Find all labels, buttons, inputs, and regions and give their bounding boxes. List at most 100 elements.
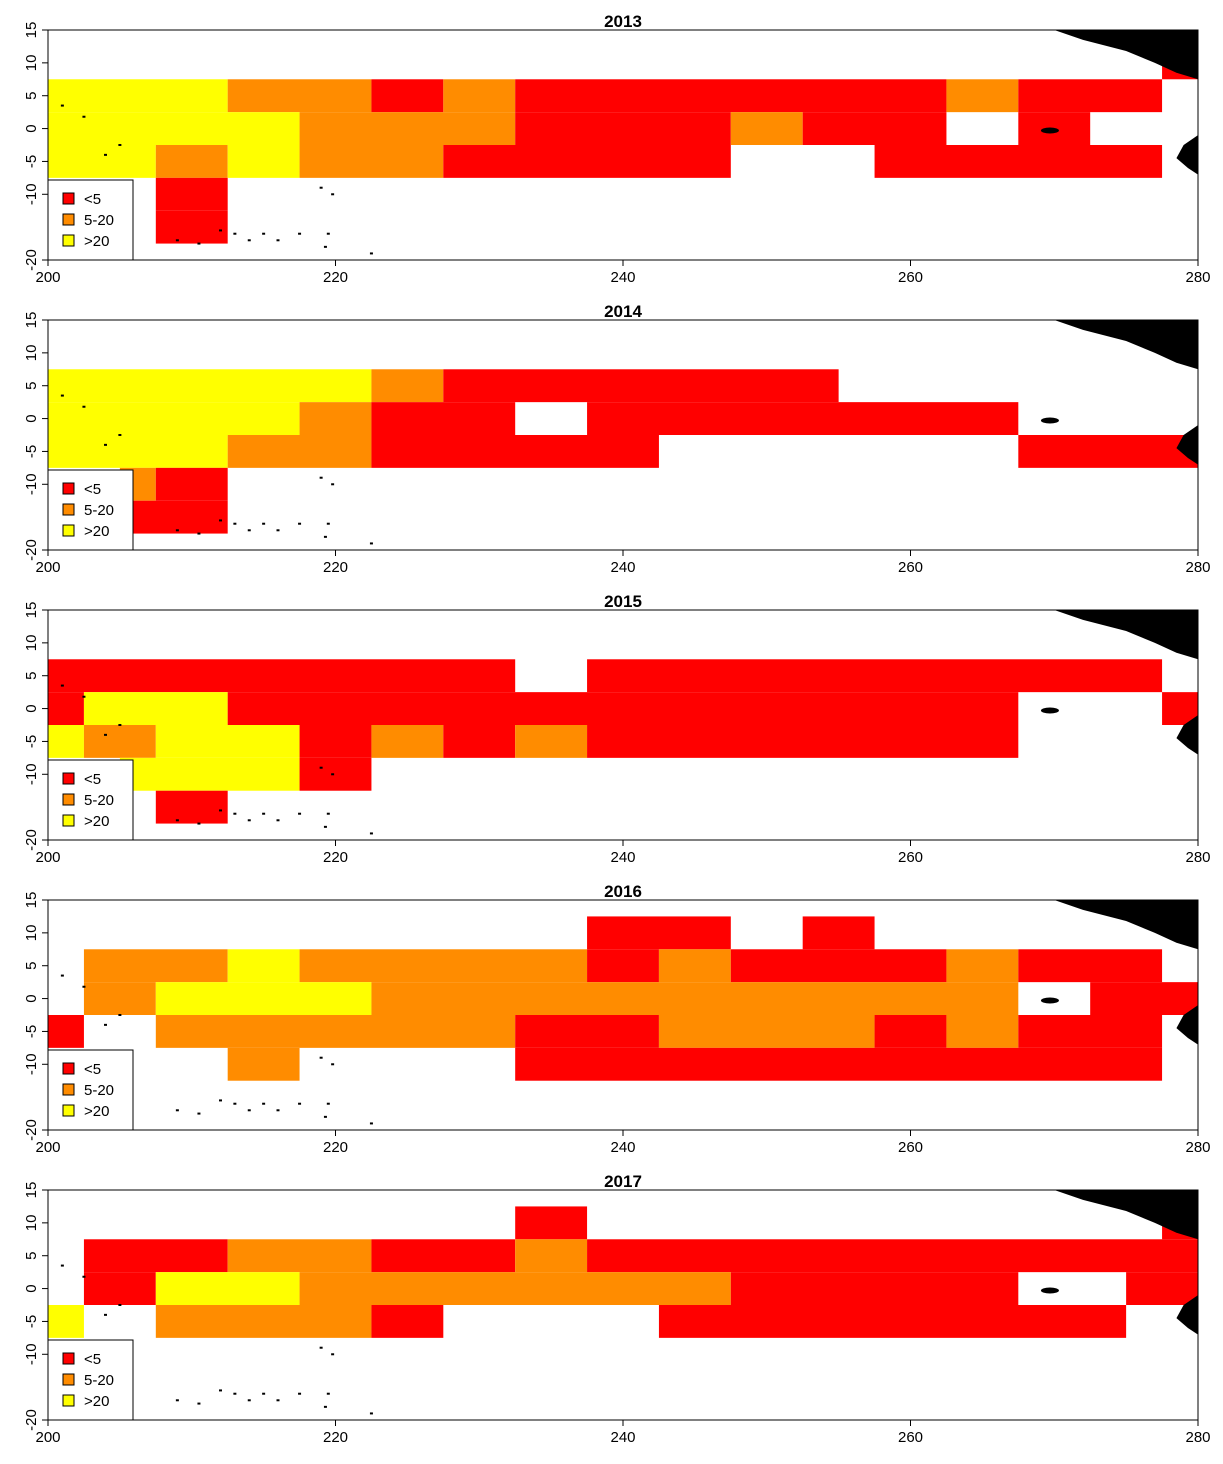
heatmap-cell xyxy=(119,757,300,791)
x-tick-label: 200 xyxy=(35,269,60,286)
legend-label: >20 xyxy=(84,813,109,830)
island xyxy=(276,529,280,532)
heatmap-cell xyxy=(587,916,731,950)
island xyxy=(369,832,373,835)
heatmap-cell xyxy=(730,112,803,145)
heatmap-cell xyxy=(299,725,372,758)
island xyxy=(60,394,64,397)
heatmap-cell xyxy=(155,1015,516,1048)
y-tick-label: -5 xyxy=(23,155,40,168)
island xyxy=(60,684,64,687)
legend-swatch-5to20 xyxy=(62,793,75,806)
x-tick-label: 220 xyxy=(323,559,348,576)
island xyxy=(247,819,251,822)
y-tick-label: -10 xyxy=(23,473,40,495)
heatmap-cell xyxy=(83,692,228,725)
island xyxy=(326,522,330,525)
x-tick-label: 200 xyxy=(35,849,60,866)
y-tick-label: 10 xyxy=(23,1215,40,1232)
landmass-south-america xyxy=(1176,1295,1198,1335)
legend-label: >20 xyxy=(84,233,109,250)
heatmap-cell xyxy=(299,757,372,791)
island xyxy=(298,1392,302,1395)
heatmap-cell xyxy=(48,725,84,758)
heatmap-cell xyxy=(155,1272,300,1305)
x-tick-label: 200 xyxy=(35,559,60,576)
island xyxy=(331,1063,335,1066)
island xyxy=(331,193,335,196)
heatmap-cell xyxy=(946,79,1019,113)
legend-swatch-5to20 xyxy=(62,503,75,516)
legend-label: 5-20 xyxy=(84,1082,114,1099)
islands-galapagos xyxy=(1040,417,1059,424)
heatmap-cell xyxy=(155,210,228,244)
island xyxy=(197,242,201,245)
island xyxy=(319,186,323,189)
y-tick-label: 0 xyxy=(23,704,40,712)
legend-swatch-5to20 xyxy=(62,1083,75,1096)
legend-swatch-5to20 xyxy=(62,1373,75,1386)
heatmap-cell xyxy=(227,1047,300,1081)
island xyxy=(319,476,323,479)
x-tick-label: 260 xyxy=(898,1139,923,1156)
heatmap-cell xyxy=(155,790,228,824)
y-tick-label: -10 xyxy=(23,1343,40,1365)
x-tick-label: 240 xyxy=(610,269,635,286)
heatmap-cell xyxy=(48,79,228,113)
heatmap-cell xyxy=(443,79,516,113)
landmass-central-america xyxy=(1054,30,1198,80)
island xyxy=(118,434,122,436)
y-tick-label: 5 xyxy=(23,382,40,390)
legend-swatch-gt20 xyxy=(62,814,75,827)
heatmap-cell xyxy=(155,725,300,758)
island xyxy=(276,1399,280,1402)
y-tick-label: 0 xyxy=(23,1284,40,1292)
island xyxy=(219,1099,222,1102)
heatmap-cell xyxy=(371,402,516,435)
island xyxy=(319,1346,323,1349)
heatmap-cell xyxy=(83,1272,156,1305)
x-tick-label: 280 xyxy=(1185,269,1210,286)
island xyxy=(331,773,335,776)
heatmap-cell xyxy=(83,949,228,983)
island xyxy=(233,1392,237,1395)
island xyxy=(326,812,330,815)
y-tick-label: -20 xyxy=(23,1409,40,1431)
legend-label: 5-20 xyxy=(84,792,114,809)
island xyxy=(104,1023,107,1026)
island xyxy=(118,144,122,146)
legend-swatch-gt20 xyxy=(62,524,75,537)
heatmap-cell xyxy=(1126,1272,1198,1305)
island xyxy=(219,809,222,812)
y-tick-label: -20 xyxy=(23,249,40,271)
x-tick-label: 280 xyxy=(1185,1429,1210,1446)
island xyxy=(82,695,86,698)
island xyxy=(118,1014,122,1016)
y-tick-label: 5 xyxy=(23,672,40,680)
island xyxy=(262,1102,266,1105)
panel-title: 2013 xyxy=(604,12,642,31)
heatmap-cell xyxy=(371,1305,444,1338)
island xyxy=(298,232,302,235)
island xyxy=(175,239,179,242)
heatmap-cell xyxy=(83,725,156,758)
island xyxy=(369,542,373,545)
island xyxy=(247,1109,251,1112)
heatmap-cell xyxy=(802,112,947,145)
heatmap-cell xyxy=(48,402,300,435)
islands-galapagos xyxy=(1040,1287,1059,1294)
y-tick-label: -10 xyxy=(23,1053,40,1075)
heatmap-cell xyxy=(946,949,1019,983)
x-tick-label: 260 xyxy=(898,1429,923,1446)
heatmap-cell xyxy=(155,177,228,211)
x-tick-label: 240 xyxy=(610,849,635,866)
island xyxy=(262,812,266,815)
heatmap-cell xyxy=(443,145,731,178)
heatmap-cell xyxy=(371,435,659,468)
heatmap-cell xyxy=(155,145,228,178)
heatmap-cell xyxy=(658,1015,875,1048)
heatmap-cell xyxy=(371,725,444,758)
island xyxy=(219,519,222,522)
heatmap-cell xyxy=(48,692,84,725)
heatmap-cell xyxy=(730,949,947,983)
